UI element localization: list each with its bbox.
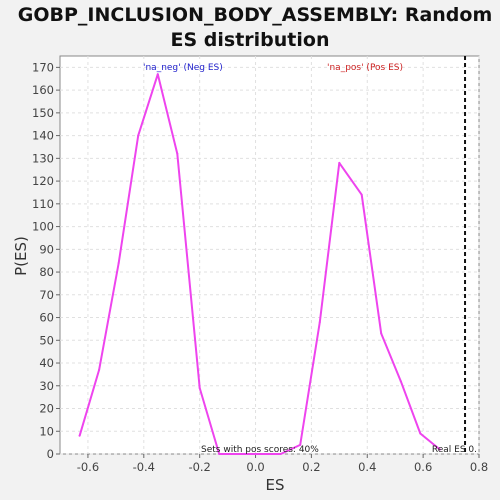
series-point-0-4 (156, 73, 159, 76)
y-tick-label-4: 40 (39, 356, 54, 370)
chart-title-line-2: ES distribution (171, 29, 330, 51)
y-tick-label-8: 80 (39, 265, 54, 279)
plot-area (59, 55, 480, 455)
series-point-0-10 (279, 453, 282, 455)
y-tick-label-1: 10 (39, 424, 54, 438)
y-tick-label-2: 20 (39, 402, 54, 416)
x-tick-label-0: -0.6 (77, 460, 99, 474)
y-tick-label-9: 90 (39, 242, 54, 256)
x-tick-label-2: -0.2 (188, 460, 210, 474)
y-tick-label-14: 140 (32, 129, 54, 143)
y-tick-label-11: 110 (32, 197, 54, 211)
series-point-0-7 (218, 453, 221, 455)
real-es-label: Real ES 0. (432, 445, 477, 455)
series-point-0-6 (198, 387, 201, 390)
x-tick-label-6: 0.6 (414, 460, 432, 474)
x-axis-ticks: -0.6 -0.4 -0.2 0.0 0.2 0.4 0.6 0.8 (77, 454, 488, 474)
series-point-0-18 (438, 448, 441, 451)
y-tick-label-5: 50 (39, 333, 54, 347)
series-point-0-3 (137, 134, 140, 137)
series-point-0-11 (299, 443, 302, 446)
series-point-0-14 (360, 193, 363, 196)
series-point-0-15 (380, 332, 383, 335)
series-point-0-17 (419, 432, 422, 435)
series-point-0-8 (237, 453, 240, 455)
annotations-group: 'na_neg' (Neg ES) 'na_pos' (Pos ES) Real E… (143, 56, 477, 455)
series-point-0-9 (260, 453, 263, 455)
y-tick-label-10: 100 (32, 220, 54, 234)
sets-pos-scores-label: Sets with pos scores: 40% (201, 445, 319, 455)
x-tick-label-1: -0.4 (133, 460, 155, 474)
y-tick-label-16: 160 (32, 83, 54, 97)
series-point-0-12 (318, 321, 321, 324)
neg-es-label: 'na_neg' (Neg ES) (143, 63, 223, 73)
y-tick-label-6: 60 (39, 311, 54, 325)
series-point-0-5 (176, 152, 179, 155)
x-tick-label-3: 0.0 (246, 460, 264, 474)
y-tick-label-0: 0 (47, 447, 54, 461)
series-point-0-13 (338, 161, 341, 164)
y-tick-label-13: 130 (32, 151, 54, 165)
grid-lines (60, 56, 480, 455)
y-tick-label-12: 120 (32, 174, 54, 188)
x-tick-label-4: 0.2 (302, 460, 320, 474)
series-point-0-0 (78, 434, 81, 437)
series-point-0-2 (117, 261, 120, 264)
series-point-0-16 (399, 380, 402, 383)
x-axis-label: ES (266, 476, 285, 494)
y-axis-ticks: 0 10 20 30 40 50 60 70 80 90 100 110 120 130 140 150 160… (32, 60, 60, 461)
series-group (78, 73, 441, 455)
y-tick-label-3: 30 (39, 379, 54, 393)
y-tick-label-17: 170 (32, 60, 54, 74)
y-axis-label: P(ES) (12, 236, 30, 276)
x-tick-label-7: 0.8 (470, 460, 488, 474)
pos-es-label: 'na_pos' (Pos ES) (327, 63, 403, 73)
chart-title-line-1: GOBP_INCLUSION_BODY_ASSEMBLY: Random (18, 4, 493, 26)
x-tick-label-5: 0.4 (358, 460, 376, 474)
y-tick-label-15: 150 (32, 106, 54, 120)
y-tick-label-7: 70 (39, 288, 54, 302)
series-point-0-1 (98, 368, 101, 371)
